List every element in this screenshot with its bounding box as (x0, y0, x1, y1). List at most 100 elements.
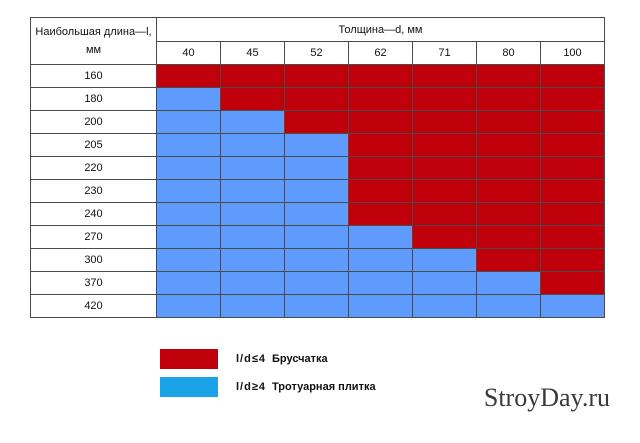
row-length-label: 420 (30, 294, 157, 318)
thickness-length-table: Наибольшая длина—l, мм Толщина—d, мм 40 4… (30, 17, 605, 318)
cell-sidewalk-tile (156, 202, 221, 226)
cell-sidewalk-tile (284, 225, 349, 249)
row-length-label: 270 (30, 225, 157, 249)
cell-sidewalk-tile (156, 294, 221, 318)
cell-paving-stone (412, 202, 477, 226)
cell-paving-stone (540, 87, 605, 111)
table-row: 370 (30, 271, 605, 295)
row-length-label: 200 (30, 110, 157, 134)
cell-sidewalk-tile (476, 271, 541, 295)
cell-sidewalk-tile (220, 110, 285, 134)
cell-paving-stone (348, 202, 413, 226)
cell-sidewalk-tile (348, 248, 413, 272)
cell-paving-stone (412, 179, 477, 203)
cell-paving-stone (412, 133, 477, 157)
cell-paving-stone (284, 87, 349, 111)
table-row: 220 (30, 156, 605, 180)
column-header: 45 (220, 41, 285, 65)
cell-paving-stone (348, 179, 413, 203)
table-row: 240 (30, 202, 605, 226)
column-header: 40 (156, 41, 221, 65)
cell-sidewalk-tile (156, 87, 221, 111)
legend-label: Брусчатка (272, 353, 328, 365)
legend-text: l/d≥4 Тротуарная плитка (236, 381, 376, 393)
cell-sidewalk-tile (348, 225, 413, 249)
cell-sidewalk-tile (156, 271, 221, 295)
cell-paving-stone (348, 156, 413, 180)
cell-sidewalk-tile (220, 248, 285, 272)
row-length-label: 180 (30, 87, 157, 111)
cell-paving-stone (412, 156, 477, 180)
table-row: 200 (30, 110, 605, 134)
cell-sidewalk-tile (220, 225, 285, 249)
cell-sidewalk-tile (412, 248, 477, 272)
cell-paving-stone (348, 133, 413, 157)
cell-paving-stone (412, 87, 477, 111)
cell-paving-stone (156, 64, 221, 88)
cell-sidewalk-tile (156, 248, 221, 272)
column-header: 80 (476, 41, 541, 65)
column-header: 71 (412, 41, 477, 65)
row-length-label: 240 (30, 202, 157, 226)
legend-label: Тротуарная плитка (272, 381, 376, 393)
cell-paving-stone (284, 64, 349, 88)
row-length-label: 220 (30, 156, 157, 180)
column-header: 52 (284, 41, 349, 65)
cell-sidewalk-tile (220, 179, 285, 203)
cell-paving-stone (540, 156, 605, 180)
cell-sidewalk-tile (284, 156, 349, 180)
cell-paving-stone (476, 110, 541, 134)
cell-paving-stone (540, 133, 605, 157)
cell-paving-stone (540, 110, 605, 134)
cell-sidewalk-tile (220, 271, 285, 295)
legend-item-brick: l/d≤4 Брусчатка (160, 349, 328, 369)
table-row: 420 (30, 294, 605, 318)
legend-swatch-blue (160, 377, 218, 397)
cell-paving-stone (348, 110, 413, 134)
row-length-label: 160 (30, 64, 157, 88)
cell-paving-stone (540, 179, 605, 203)
cell-sidewalk-tile (476, 294, 541, 318)
table-row: 300 (30, 248, 605, 272)
table-row: 205 (30, 133, 605, 157)
row-header: Наибольшая длина—l, мм (30, 17, 157, 65)
cell-paving-stone (412, 225, 477, 249)
cell-paving-stone (540, 225, 605, 249)
row-length-label: 230 (30, 179, 157, 203)
cell-paving-stone (220, 87, 285, 111)
cell-sidewalk-tile (284, 202, 349, 226)
cell-paving-stone (220, 64, 285, 88)
cell-sidewalk-tile (284, 179, 349, 203)
cell-sidewalk-tile (412, 271, 477, 295)
cell-sidewalk-tile (156, 179, 221, 203)
legend-text: l/d≤4 Брусчатка (236, 353, 328, 365)
cell-paving-stone (476, 248, 541, 272)
row-length-label: 300 (30, 248, 157, 272)
cell-paving-stone (284, 110, 349, 134)
cell-paving-stone (476, 87, 541, 111)
column-group-header: Толщина—d, мм (156, 17, 605, 42)
legend-ratio: l/d≤4 (236, 353, 266, 365)
cell-sidewalk-tile (156, 133, 221, 157)
table-row: 160 (30, 64, 605, 88)
cell-paving-stone (476, 225, 541, 249)
column-header: 62 (348, 41, 413, 65)
table-row: 270 (30, 225, 605, 249)
cell-paving-stone (348, 87, 413, 111)
cell-paving-stone (540, 202, 605, 226)
row-length-label: 205 (30, 133, 157, 157)
cell-sidewalk-tile (348, 294, 413, 318)
cell-paving-stone (540, 271, 605, 295)
cell-sidewalk-tile (156, 225, 221, 249)
legend-ratio: l/d≥4 (236, 381, 266, 393)
cell-paving-stone (412, 110, 477, 134)
row-length-label: 370 (30, 271, 157, 295)
table-row: 230 (30, 179, 605, 203)
column-header: 100 (540, 41, 605, 65)
cell-sidewalk-tile (220, 202, 285, 226)
cell-sidewalk-tile (284, 133, 349, 157)
site-watermark: StroyDay.ru (483, 383, 610, 412)
legend-swatch-red (160, 349, 218, 369)
cell-sidewalk-tile (156, 110, 221, 134)
